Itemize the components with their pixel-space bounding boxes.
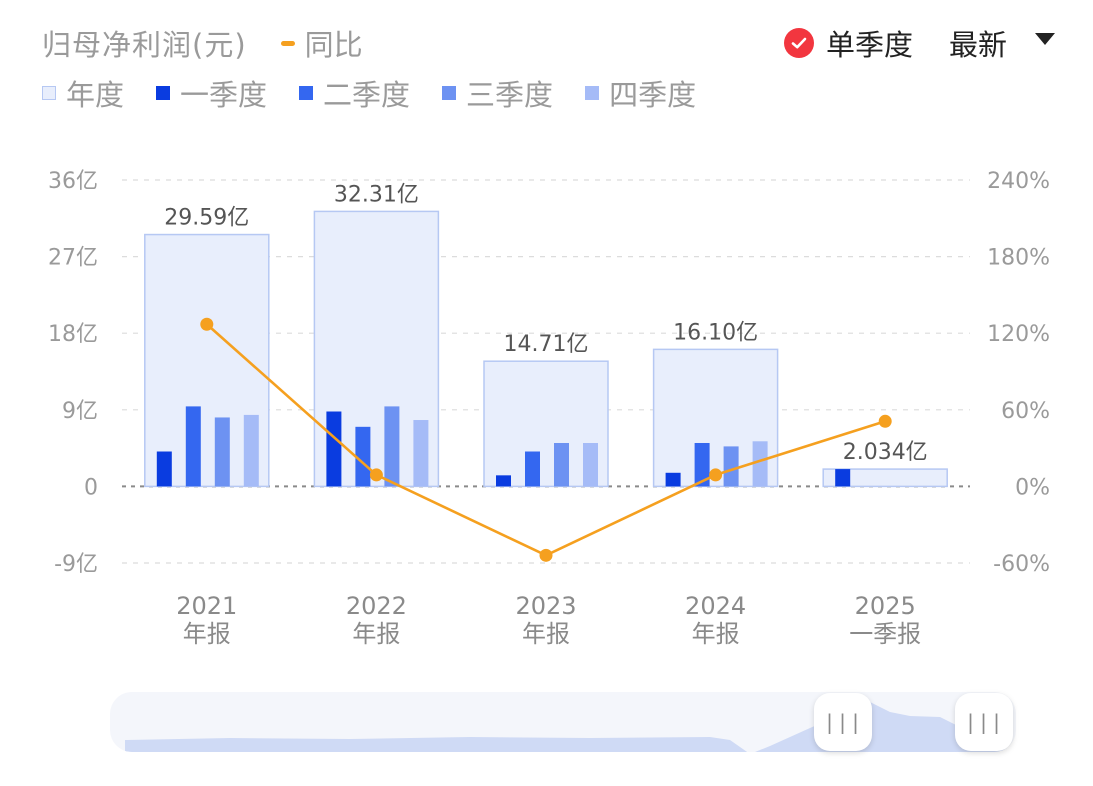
y-left-tick-label: 9亿	[62, 399, 98, 424]
y-right-tick-label: 60%	[1001, 399, 1050, 424]
x-tick-label: 年报	[522, 620, 570, 648]
yoy-point[interactable]	[539, 548, 553, 562]
x-tick-label: 年报	[183, 620, 231, 648]
quarter-bar-q1[interactable]	[156, 451, 172, 487]
legend-label-q1: 一季度	[180, 78, 268, 112]
handle-grip-icon: |||	[823, 710, 863, 734]
x-tick-label: 一季报	[849, 620, 921, 648]
quarter-bar-q3[interactable]	[554, 442, 569, 487]
quarter-bar-q3[interactable]	[723, 446, 739, 487]
y-right-tick-label: 0%	[1015, 475, 1050, 500]
latest-select[interactable]: 最新	[948, 28, 1007, 62]
quarter-bar-q3[interactable]	[214, 417, 230, 487]
chart-title: 归母净利润(元)	[42, 28, 247, 62]
y-right-tick-label: 240%	[987, 169, 1050, 194]
single-quarter-toggle[interactable]: 单季度	[825, 28, 913, 62]
quarter-bar-q4[interactable]	[583, 442, 598, 487]
legend-swatch-q1	[156, 86, 171, 100]
quarter-bar-q4[interactable]	[413, 420, 429, 487]
quarter-bar-q1[interactable]	[326, 411, 342, 487]
quarter-bar-q4[interactable]	[752, 441, 768, 487]
yoy-point[interactable]	[369, 468, 383, 482]
quarter-bar-q2[interactable]	[525, 451, 540, 487]
y-right-tick-label: -60%	[993, 552, 1050, 577]
annual-value-label: 14.71亿	[504, 332, 589, 357]
slider-handle-right[interactable]: |||	[955, 693, 1013, 751]
legend-item-q3[interactable]: 三季度	[442, 72, 553, 114]
y-left-tick-label: 27亿	[48, 246, 98, 271]
y-left-tick-label: 0	[84, 475, 98, 500]
handle-grip-icon: |||	[964, 710, 1004, 734]
x-tick-label: 年报	[352, 620, 400, 648]
y-right-tick-label: 180%	[987, 246, 1050, 271]
yoy-line-swatch	[280, 40, 295, 46]
x-tick-label: 2022	[346, 592, 407, 620]
legend-label-q2: 二季度	[323, 78, 411, 112]
legend-item-q1[interactable]: 一季度	[156, 72, 267, 114]
quarter-bar-q4[interactable]	[243, 414, 259, 487]
yoy-point[interactable]	[200, 317, 214, 331]
quarter-bar-q1[interactable]	[496, 475, 511, 487]
quarter-bar-q2[interactable]	[694, 442, 710, 487]
legend-swatch-q4	[585, 86, 600, 100]
x-tick-label: 2024	[685, 592, 746, 620]
y-right-tick-label: 120%	[987, 322, 1050, 347]
y-left-tick-label: 36亿	[48, 169, 98, 194]
quarter-bar-q2[interactable]	[185, 406, 201, 487]
annual-value-label: 32.31亿	[334, 182, 419, 207]
annual-value-label: 2.034亿	[843, 440, 928, 465]
yoy-legend[interactable]: 同比	[280, 22, 363, 64]
quarter-bar-q1[interactable]	[665, 472, 681, 487]
legend-swatch-q2	[299, 86, 314, 100]
check-icon[interactable]	[783, 28, 814, 58]
x-tick-label: 年报	[692, 620, 740, 648]
legend-item-q2[interactable]: 二季度	[299, 72, 410, 114]
annual-value-label: 29.59亿	[164, 206, 249, 231]
quarter-bar-q3[interactable]	[384, 406, 400, 487]
legend: 年度 一季度 二季度 三季度 四季度	[42, 72, 728, 114]
legend-label-q4: 四季度	[609, 78, 697, 112]
x-tick-label: 2023	[515, 592, 576, 620]
x-tick-label: 2021	[176, 592, 237, 620]
legend-label-annual: 年度	[66, 78, 125, 112]
x-tick-label: 2025	[855, 592, 916, 620]
annual-bar[interactable]	[822, 468, 948, 488]
quarter-bar-q1[interactable]	[835, 469, 851, 487]
chart-plot: 36亿 240% 27亿 180% 18亿 120% 9亿 60% 0 0% -9亿 -60% 29.5…	[48, 169, 1050, 648]
chart-header: 归母净利润(元) 同比	[42, 22, 363, 64]
legend-item-annual[interactable]: 年度	[42, 72, 124, 114]
legend-swatch-annual	[42, 86, 56, 100]
y-left-tick-label: 18亿	[48, 322, 98, 347]
legend-label-q3: 三季度	[466, 78, 554, 112]
chart-controls: 单季度 最新	[783, 22, 1055, 64]
range-slider-track[interactable]	[110, 692, 1016, 752]
dropdown-triangle-icon[interactable]	[1035, 33, 1055, 45]
range-slider-preview	[125, 702, 1016, 752]
yoy-legend-label: 同比	[304, 28, 363, 62]
yoy-point[interactable]	[878, 414, 892, 428]
legend-item-q4[interactable]: 四季度	[585, 72, 696, 114]
legend-swatch-q3	[442, 86, 457, 100]
slider-handle-left[interactable]: |||	[814, 693, 872, 751]
y-left-tick-label: -9亿	[54, 552, 98, 577]
quarter-bar-q2[interactable]	[355, 426, 371, 487]
yoy-point[interactable]	[709, 468, 723, 482]
annual-value-label: 16.10亿	[673, 320, 758, 345]
